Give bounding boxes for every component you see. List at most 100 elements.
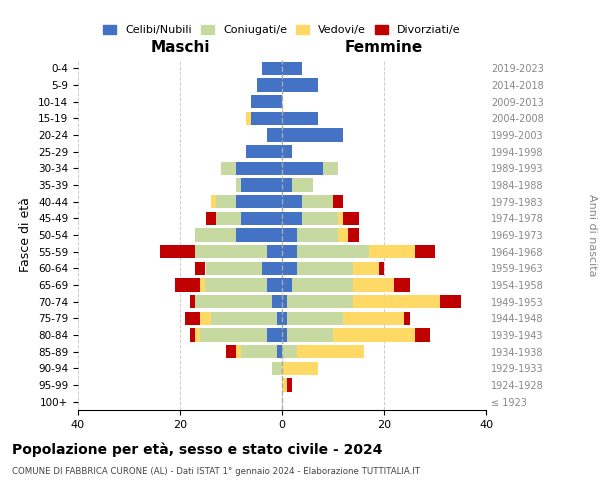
Bar: [190, 328, 196, 342]
Bar: [196, 228, 236, 241]
Bar: [206, 278, 267, 291]
Bar: [272, 295, 282, 308]
Bar: [200, 278, 206, 291]
Bar: [196, 295, 272, 308]
Bar: [298, 228, 338, 241]
Bar: [282, 228, 298, 241]
Bar: [282, 278, 292, 291]
Bar: [200, 328, 267, 342]
Bar: [323, 162, 338, 175]
Bar: [175, 278, 200, 291]
Bar: [211, 195, 216, 208]
Bar: [338, 212, 343, 225]
Bar: [287, 295, 353, 308]
Bar: [282, 62, 302, 75]
Bar: [282, 345, 298, 358]
Bar: [262, 262, 282, 275]
Bar: [282, 245, 298, 258]
Bar: [251, 112, 282, 125]
Bar: [241, 212, 282, 225]
Bar: [236, 178, 241, 192]
Bar: [236, 162, 282, 175]
Bar: [343, 312, 404, 325]
Bar: [211, 312, 277, 325]
Bar: [298, 345, 364, 358]
Bar: [272, 362, 282, 375]
Bar: [267, 128, 282, 141]
Bar: [379, 262, 384, 275]
Bar: [282, 78, 318, 92]
Bar: [196, 245, 267, 258]
Bar: [200, 312, 211, 325]
Bar: [282, 362, 318, 375]
Bar: [369, 245, 415, 258]
Bar: [267, 328, 282, 342]
Bar: [282, 328, 287, 342]
Bar: [282, 128, 343, 141]
Text: Femmine: Femmine: [345, 40, 423, 55]
Text: Popolazione per età, sesso e stato civile - 2024: Popolazione per età, sesso e stato civil…: [12, 442, 383, 457]
Bar: [226, 345, 236, 358]
Bar: [282, 312, 287, 325]
Bar: [185, 312, 200, 325]
Bar: [353, 295, 440, 308]
Legend: Celibi/Nubili, Coniugati/e, Vedovi/e, Divorziati/e: Celibi/Nubili, Coniugati/e, Vedovi/e, Di…: [99, 20, 465, 40]
Bar: [282, 178, 292, 192]
Bar: [241, 178, 282, 192]
Bar: [236, 345, 241, 358]
Bar: [190, 295, 196, 308]
Bar: [343, 212, 359, 225]
Bar: [247, 145, 282, 158]
Bar: [282, 262, 298, 275]
Bar: [205, 262, 262, 275]
Bar: [302, 212, 338, 225]
Bar: [236, 228, 282, 241]
Bar: [221, 162, 236, 175]
Bar: [262, 62, 282, 75]
Bar: [196, 328, 200, 342]
Bar: [251, 95, 282, 108]
Bar: [333, 195, 343, 208]
Bar: [282, 295, 287, 308]
Bar: [287, 378, 292, 392]
Bar: [277, 312, 282, 325]
Bar: [236, 195, 282, 208]
Bar: [338, 228, 349, 241]
Bar: [282, 212, 302, 225]
Bar: [415, 328, 430, 342]
Bar: [302, 195, 333, 208]
Bar: [349, 228, 359, 241]
Bar: [206, 212, 216, 225]
Bar: [292, 178, 313, 192]
Bar: [298, 262, 353, 275]
Bar: [267, 278, 282, 291]
Bar: [394, 278, 410, 291]
Bar: [216, 212, 241, 225]
Bar: [282, 378, 287, 392]
Bar: [282, 162, 323, 175]
Bar: [282, 112, 318, 125]
Bar: [282, 195, 302, 208]
Bar: [267, 245, 282, 258]
Bar: [257, 78, 282, 92]
Bar: [287, 328, 333, 342]
Bar: [277, 345, 282, 358]
Bar: [287, 312, 343, 325]
Bar: [333, 328, 415, 342]
Bar: [292, 278, 353, 291]
Y-axis label: Fasce di età: Fasce di età: [19, 198, 32, 272]
Bar: [353, 278, 394, 291]
Text: COMUNE DI FABBRICA CURONE (AL) - Dati ISTAT 1° gennaio 2024 - Elaborazione TUTTI: COMUNE DI FABBRICA CURONE (AL) - Dati IS…: [12, 468, 420, 476]
Text: Anni di nascita: Anni di nascita: [587, 194, 597, 276]
Bar: [415, 245, 435, 258]
Bar: [247, 112, 251, 125]
Bar: [298, 245, 369, 258]
Text: Maschi: Maschi: [150, 40, 210, 55]
Bar: [241, 345, 277, 358]
Bar: [196, 262, 206, 275]
Bar: [160, 245, 196, 258]
Bar: [353, 262, 379, 275]
Bar: [404, 312, 410, 325]
Bar: [282, 145, 292, 158]
Bar: [440, 295, 461, 308]
